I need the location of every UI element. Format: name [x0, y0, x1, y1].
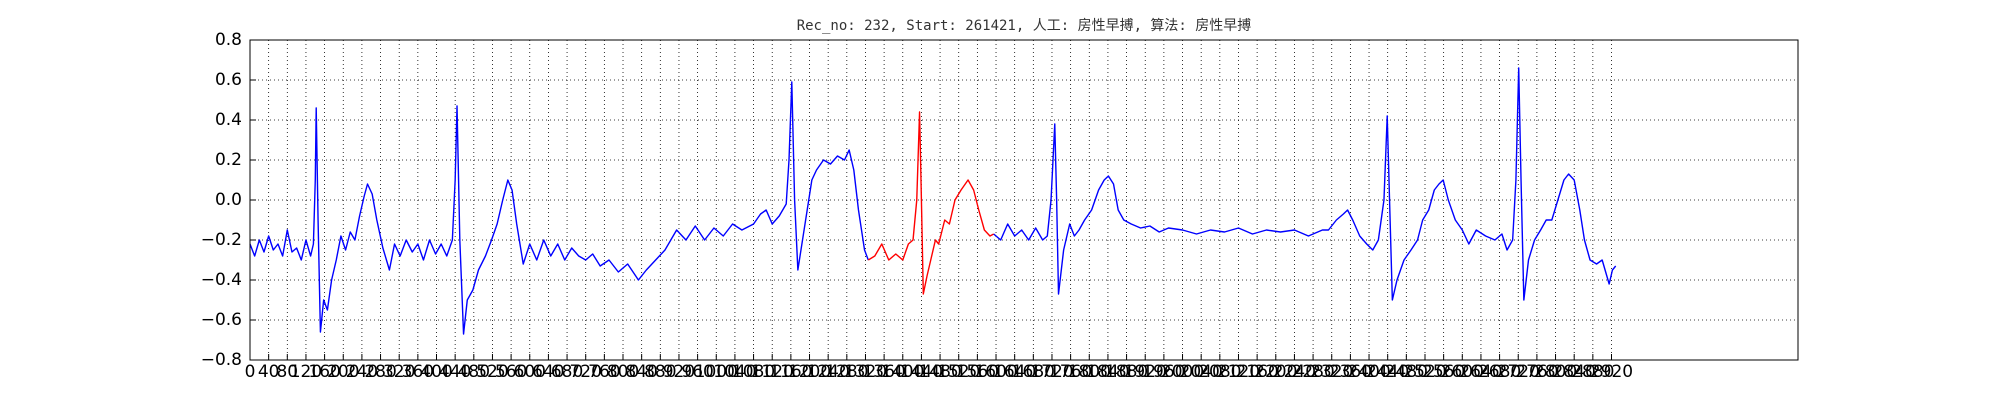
x-tick-label: 760: [588, 362, 620, 382]
x-tick-label: 120: [290, 362, 322, 382]
x-tick-label: 1080: [732, 362, 775, 382]
x-tick-label: 1440: [900, 362, 943, 382]
x-tick-label: 200: [327, 362, 359, 382]
x-tick-label: 2640: [1459, 362, 1502, 382]
x-tick-label: 1040: [713, 362, 756, 382]
x-tick-label: 160: [308, 362, 340, 382]
x-tick-label: 600: [514, 362, 546, 382]
x-tick-label: 680: [551, 362, 583, 382]
ecg-line: [867, 111, 995, 295]
x-tick-label: 1320: [844, 362, 887, 382]
x-tick-label: 920: [663, 362, 695, 382]
y-tick-label: 0.0: [215, 190, 242, 210]
x-tick-label: 2520: [1403, 362, 1446, 382]
x-tick-label: 1000: [695, 362, 738, 382]
x-tick-label: 2360: [1329, 362, 1372, 382]
x-tick-label: 1360: [862, 362, 905, 382]
x-tick-label: 800: [607, 362, 639, 382]
ecg-line: [249, 81, 869, 335]
plot-frame: [249, 39, 1799, 361]
x-tick-label: 40: [258, 362, 280, 382]
x-tick-label: 2560: [1422, 362, 1465, 382]
x-tick-label: 400: [420, 362, 452, 382]
x-tick-label: 2680: [1478, 362, 1521, 382]
y-tick-label: −0.6: [201, 310, 242, 330]
x-tick-label: 720: [569, 362, 601, 382]
x-tick-label: 1160: [769, 362, 812, 382]
x-tick-label: 280: [364, 362, 396, 382]
x-tick-label: 2480: [1385, 362, 1428, 382]
x-tick-label: 1720: [1030, 362, 1073, 382]
x-tick-label: 1240: [807, 362, 850, 382]
x-tick-label: 2280: [1291, 362, 1334, 382]
x-tick-label: 2040: [1180, 362, 1223, 382]
x-tick-label: 2400: [1347, 362, 1390, 382]
x-tick-label: 1520: [937, 362, 980, 382]
x-tick-label: 2760: [1515, 362, 1558, 382]
x-tick-label: 1840: [1086, 362, 1129, 382]
x-tick-label: 2840: [1553, 362, 1596, 382]
y-tick-label: −0.8: [201, 350, 242, 370]
x-tick-label: 560: [495, 362, 527, 382]
chart-title: Rec_no: 232, Start: 261421, 人工: 房性早搏, 算法…: [797, 17, 1252, 34]
x-tick-label: 2800: [1534, 362, 1577, 382]
x-tick-label: 2720: [1497, 362, 1540, 382]
x-tick-label: 1600: [974, 362, 1017, 382]
x-tick-label: 2920: [1590, 362, 1633, 382]
x-tick-label: 1280: [825, 362, 868, 382]
y-tick-label: 0.2: [215, 150, 242, 170]
x-tick-label: 1120: [751, 362, 794, 382]
y-tick-label: 0.4: [215, 110, 242, 130]
x-tick-label: 2320: [1310, 362, 1353, 382]
x-tick-label: 1680: [1012, 362, 1055, 382]
x-tick-label: 80: [276, 362, 298, 382]
ecg-line: [993, 67, 1617, 301]
x-tick-label: 840: [625, 362, 657, 382]
x-tick-label: 2440: [1366, 362, 1409, 382]
x-tick-label: 1560: [956, 362, 999, 382]
x-tick-label: 320: [383, 362, 415, 382]
x-tick-label: 480: [458, 362, 490, 382]
x-tick-label: 1960: [1142, 362, 1185, 382]
x-tick-label: 2000: [1161, 362, 1204, 382]
x-tick-label: 880: [644, 362, 676, 382]
x-tick-label: 1880: [1105, 362, 1148, 382]
x-tick-label: 640: [532, 362, 564, 382]
x-tick-label: 2600: [1441, 362, 1484, 382]
x-tick-label: 2160: [1235, 362, 1278, 382]
x-tick-label: 2080: [1198, 362, 1241, 382]
x-tick-label: 360: [402, 362, 434, 382]
x-tick-label: 2120: [1217, 362, 1260, 382]
x-tick-label: 1800: [1068, 362, 1111, 382]
x-tick-label: 1400: [881, 362, 924, 382]
x-tick-label: 1200: [788, 362, 831, 382]
x-tick-label: 2880: [1571, 362, 1614, 382]
y-tick-label: 0.8: [215, 30, 242, 50]
x-tick-label: 1920: [1124, 362, 1167, 382]
x-tick-label: 1640: [993, 362, 1036, 382]
x-tick-label: 2200: [1254, 362, 1297, 382]
x-tick-label: 440: [439, 362, 471, 382]
x-tick-label: 2240: [1273, 362, 1316, 382]
y-tick-label: −0.2: [201, 230, 242, 250]
x-tick-label: 240: [346, 362, 378, 382]
x-tick-label: 960: [681, 362, 713, 382]
x-tick-label: 1760: [1049, 362, 1092, 382]
x-tick-label: 520: [476, 362, 508, 382]
y-tick-label: −0.4: [201, 270, 242, 290]
x-tick-label: 0: [245, 362, 256, 382]
x-tick-label: 1480: [918, 362, 961, 382]
y-tick-label: 0.6: [215, 70, 242, 90]
